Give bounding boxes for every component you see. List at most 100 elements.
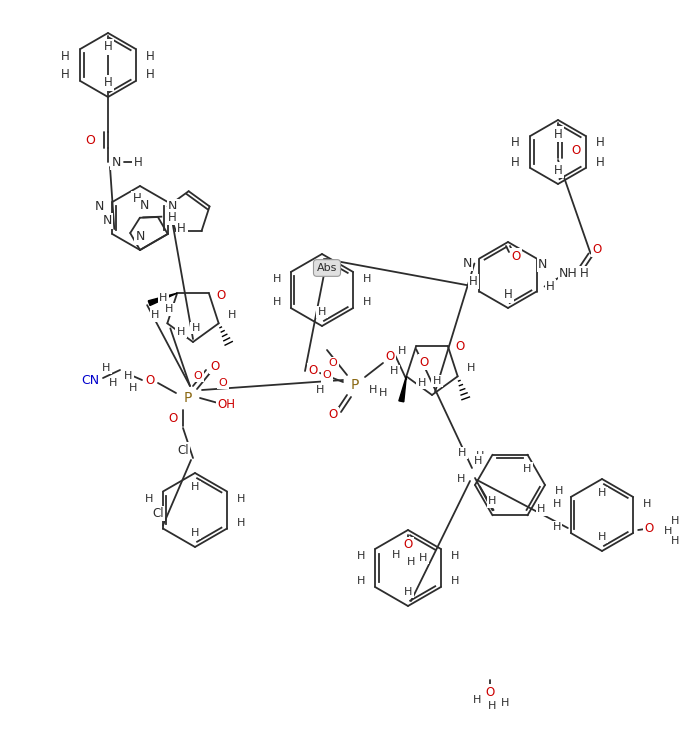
- Text: P: P: [184, 391, 192, 405]
- Text: H: H: [473, 695, 481, 705]
- Text: H: H: [523, 464, 532, 473]
- Text: H: H: [134, 156, 143, 169]
- Text: H: H: [596, 156, 605, 169]
- Text: H: H: [457, 474, 465, 484]
- Text: H: H: [488, 701, 496, 711]
- Text: H: H: [537, 504, 546, 515]
- Text: O: O: [145, 374, 155, 387]
- Text: H: H: [165, 305, 173, 314]
- Text: H: H: [488, 496, 496, 506]
- Text: Cl: Cl: [177, 443, 189, 457]
- Text: Abs: Abs: [317, 263, 337, 273]
- Text: H: H: [392, 550, 400, 560]
- Text: H: H: [147, 68, 155, 81]
- Text: H: H: [398, 346, 406, 356]
- Text: H: H: [273, 274, 281, 284]
- Text: H: H: [418, 378, 426, 388]
- Text: O: O: [168, 412, 177, 424]
- Text: O: O: [403, 539, 413, 551]
- Text: O: O: [419, 356, 429, 368]
- Text: O: O: [323, 370, 331, 380]
- Text: H: H: [228, 310, 236, 320]
- Text: H: H: [671, 536, 679, 546]
- Text: P: P: [351, 378, 359, 392]
- Text: H: H: [104, 40, 113, 54]
- Text: O: O: [85, 134, 95, 147]
- Text: H: H: [476, 451, 484, 461]
- Text: H: H: [511, 137, 520, 150]
- Text: O: O: [308, 365, 318, 377]
- Text: H: H: [552, 522, 561, 532]
- Text: N: N: [462, 257, 472, 270]
- Text: H: H: [433, 376, 441, 386]
- Text: H: H: [552, 499, 561, 509]
- Text: H: H: [501, 698, 509, 708]
- Text: H: H: [151, 310, 160, 320]
- Text: H: H: [363, 297, 372, 307]
- Text: H: H: [390, 366, 398, 377]
- Text: O: O: [210, 360, 220, 372]
- Text: H: H: [191, 528, 199, 538]
- Text: NH: NH: [559, 267, 578, 280]
- Text: H: H: [474, 456, 483, 465]
- Text: H: H: [147, 49, 155, 62]
- Text: H: H: [237, 517, 246, 528]
- Text: H: H: [466, 363, 475, 374]
- Text: H: H: [406, 557, 415, 567]
- Polygon shape: [399, 377, 406, 401]
- Text: H: H: [469, 275, 478, 288]
- Text: H: H: [598, 488, 606, 498]
- Text: H: H: [192, 323, 201, 333]
- Text: H: H: [555, 486, 563, 496]
- Text: O: O: [572, 144, 580, 156]
- Text: H: H: [419, 553, 427, 563]
- Text: H: H: [671, 516, 679, 526]
- Text: H: H: [379, 388, 387, 398]
- Text: H: H: [404, 587, 412, 597]
- Text: H: H: [237, 493, 246, 504]
- Text: N: N: [168, 200, 177, 214]
- Text: H: H: [61, 49, 70, 62]
- Text: N: N: [140, 199, 149, 212]
- Text: Cl: Cl: [152, 507, 164, 520]
- Text: H: H: [596, 137, 605, 150]
- Text: H: H: [357, 551, 366, 561]
- Text: O: O: [216, 288, 226, 302]
- Text: O: O: [219, 378, 227, 388]
- Text: H: H: [451, 551, 459, 561]
- Text: H: H: [124, 371, 132, 381]
- Text: H: H: [357, 576, 366, 586]
- Text: O: O: [328, 409, 338, 421]
- Text: O: O: [194, 371, 203, 381]
- Text: H: H: [598, 532, 606, 542]
- Text: OH: OH: [217, 399, 235, 412]
- Text: H: H: [664, 526, 672, 536]
- Text: N: N: [95, 200, 104, 214]
- Text: N: N: [538, 258, 547, 271]
- Text: H: H: [104, 76, 113, 90]
- Polygon shape: [148, 293, 177, 305]
- Text: H: H: [191, 482, 199, 492]
- Text: H: H: [159, 293, 167, 303]
- Text: H: H: [316, 385, 324, 395]
- Text: H: H: [580, 267, 589, 280]
- Text: H: H: [177, 327, 186, 337]
- Text: H: H: [451, 576, 459, 586]
- Text: O: O: [456, 340, 464, 352]
- Text: O: O: [329, 358, 338, 368]
- Text: O: O: [512, 250, 520, 263]
- Text: O: O: [592, 243, 602, 256]
- Text: H: H: [546, 280, 555, 293]
- Text: O: O: [385, 351, 395, 363]
- Text: H: H: [109, 378, 117, 388]
- Text: H: H: [102, 363, 110, 373]
- Text: H: H: [318, 307, 326, 317]
- Text: CN: CN: [81, 374, 99, 387]
- Text: H: H: [554, 128, 563, 140]
- Text: H: H: [145, 493, 153, 504]
- Text: H: H: [363, 274, 372, 284]
- Text: N: N: [135, 230, 145, 244]
- Text: H: H: [643, 499, 651, 509]
- Text: O: O: [486, 686, 494, 699]
- Text: N: N: [102, 214, 112, 228]
